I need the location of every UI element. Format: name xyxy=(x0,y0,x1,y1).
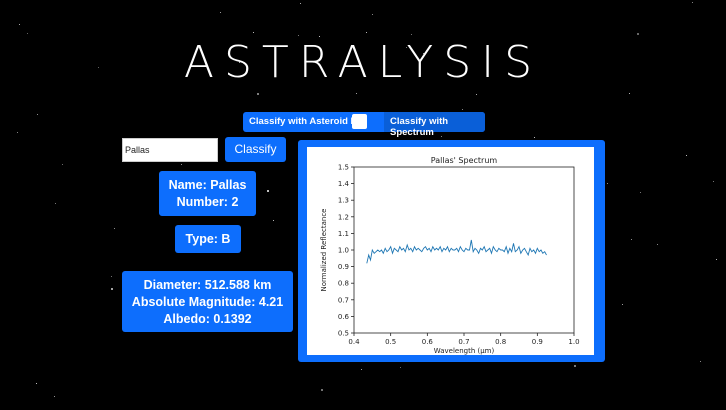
star xyxy=(657,244,658,245)
y-tick-label: 0.8 xyxy=(338,280,349,288)
star xyxy=(366,32,367,33)
star xyxy=(411,34,412,35)
y-tick-label: 1.3 xyxy=(338,197,349,205)
star xyxy=(55,203,56,204)
star xyxy=(356,93,357,94)
star xyxy=(423,53,424,54)
star xyxy=(716,259,717,260)
star xyxy=(607,183,608,184)
classify-with-spectrum-option[interactable]: Classify with Spectrum xyxy=(390,116,449,138)
y-tick-label: 0.5 xyxy=(338,330,349,338)
x-axis-label: Wavelength (μm) xyxy=(434,347,495,355)
star xyxy=(622,304,623,305)
type-card: Type: B xyxy=(175,225,241,253)
star xyxy=(361,369,362,370)
y-tick-label: 1.5 xyxy=(338,164,349,172)
asteroid-name: Name: Pallas xyxy=(168,178,247,192)
star xyxy=(111,288,113,290)
star xyxy=(37,114,38,115)
x-tick-label: 0.7 xyxy=(458,338,469,346)
x-tick-label: 1.0 xyxy=(568,338,579,346)
star xyxy=(19,24,20,25)
star xyxy=(62,164,63,165)
asteroid-type: Type: B xyxy=(185,232,231,246)
x-tick-label: 0.9 xyxy=(532,338,543,346)
star xyxy=(111,276,112,277)
star xyxy=(629,93,630,94)
classify-mode-toggle[interactable]: Classify with Asteroid ID Classify with … xyxy=(243,112,485,138)
star xyxy=(298,35,299,36)
star xyxy=(319,36,320,37)
star xyxy=(406,47,407,48)
toggle-switch[interactable] xyxy=(352,114,367,129)
asteroid-id-input[interactable]: Pallas xyxy=(122,138,218,162)
star xyxy=(534,137,535,138)
star xyxy=(305,49,306,50)
absolute-magnitude-value: Absolute Magnitude: 4.21 xyxy=(131,295,284,309)
star xyxy=(181,164,182,165)
y-axis-label: Normalized Reflectance xyxy=(320,209,328,292)
spectrum-chart-panel: 0.4 0.5 0.6 0.7 0.8 0.9 1.0 0.5 0.6 0.7 0.8 0.9 1.0 1… xyxy=(298,140,605,362)
y-tick-label: 1.1 xyxy=(338,230,349,238)
star xyxy=(27,33,28,34)
star xyxy=(462,109,463,110)
y-tick-label: 0.6 xyxy=(338,313,350,321)
star xyxy=(239,62,240,63)
classify-with-id-option[interactable]: Classify with Asteroid ID xyxy=(249,116,361,127)
x-tick-label: 0.5 xyxy=(385,338,396,346)
star xyxy=(574,365,576,367)
y-tick-label: 0.7 xyxy=(338,296,349,304)
chart-title: Pallas' Spectrum xyxy=(431,156,498,165)
spectrum-line xyxy=(366,239,547,264)
star xyxy=(476,94,477,95)
asteroid-number: Number: 2 xyxy=(176,195,239,209)
star xyxy=(267,190,269,192)
diameter-value: Diameter: 512.588 km xyxy=(143,278,272,292)
star xyxy=(640,192,641,193)
star xyxy=(253,32,254,33)
x-tick-label: 0.6 xyxy=(422,338,434,346)
y-tick-label: 1.2 xyxy=(338,213,349,221)
star xyxy=(54,396,55,397)
star xyxy=(372,14,373,15)
y-tick-label: 1.0 xyxy=(338,247,349,255)
star xyxy=(273,220,274,221)
app-logo: ASTRALYSIS xyxy=(183,37,543,88)
y-tick-label: 1.4 xyxy=(338,180,350,188)
star xyxy=(686,155,687,156)
x-tick-label: 0.8 xyxy=(495,338,506,346)
star xyxy=(257,93,259,95)
spectrum-svg: 0.4 0.5 0.6 0.7 0.8 0.9 1.00.50.60.70.80.91.01… xyxy=(320,156,580,355)
star xyxy=(713,181,714,182)
star xyxy=(36,383,37,384)
physical-properties-card: Diameter: 512.588 km Absolute Magnitude:… xyxy=(122,271,293,332)
star xyxy=(220,12,221,13)
star xyxy=(321,389,323,391)
star xyxy=(98,67,99,68)
star xyxy=(700,361,701,362)
albedo-value: Albedo: 0.1392 xyxy=(163,312,252,326)
star xyxy=(637,33,639,35)
star xyxy=(400,367,401,368)
x-tick-label: 0.4 xyxy=(348,338,360,346)
classify-button[interactable]: Classify xyxy=(225,137,286,162)
star xyxy=(300,3,301,4)
star xyxy=(17,132,18,133)
star xyxy=(631,239,632,240)
star xyxy=(441,136,442,137)
y-tick-label: 0.9 xyxy=(338,263,349,271)
star xyxy=(114,228,115,229)
toggle-right-segment[interactable] xyxy=(384,112,485,132)
name-card: Name: Pallas Number: 2 xyxy=(159,171,256,216)
star xyxy=(692,2,693,3)
spectrum-chart: 0.4 0.5 0.6 0.7 0.8 0.9 1.0 0.5 0.6 0.7 0.8 0.9 1.0 1… xyxy=(307,147,594,355)
